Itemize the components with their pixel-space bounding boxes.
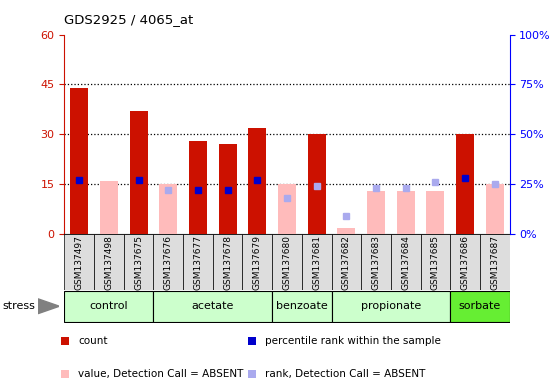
Text: GSM137686: GSM137686 bbox=[460, 235, 470, 290]
Text: GSM137687: GSM137687 bbox=[490, 235, 500, 290]
Bar bbox=[219, 144, 236, 234]
FancyBboxPatch shape bbox=[153, 291, 272, 322]
Bar bbox=[189, 141, 207, 234]
Text: rank, Detection Call = ABSENT: rank, Detection Call = ABSENT bbox=[265, 369, 426, 379]
Text: GSM137678: GSM137678 bbox=[223, 235, 232, 290]
Text: control: control bbox=[90, 301, 128, 311]
Text: propionate: propionate bbox=[361, 301, 421, 311]
FancyBboxPatch shape bbox=[94, 234, 124, 290]
FancyBboxPatch shape bbox=[332, 291, 450, 322]
Polygon shape bbox=[38, 299, 59, 314]
Text: GSM137498: GSM137498 bbox=[104, 235, 114, 290]
Bar bbox=[278, 184, 296, 234]
FancyBboxPatch shape bbox=[391, 234, 421, 290]
Bar bbox=[160, 184, 177, 234]
Text: count: count bbox=[78, 336, 108, 346]
FancyBboxPatch shape bbox=[64, 291, 153, 322]
Bar bbox=[456, 134, 474, 234]
FancyBboxPatch shape bbox=[213, 234, 242, 290]
Bar bbox=[249, 128, 266, 234]
FancyBboxPatch shape bbox=[64, 234, 94, 290]
Text: GSM137681: GSM137681 bbox=[312, 235, 321, 290]
FancyBboxPatch shape bbox=[302, 234, 332, 290]
Bar bbox=[397, 191, 414, 234]
Bar bbox=[100, 181, 118, 234]
Text: GSM137680: GSM137680 bbox=[282, 235, 292, 290]
Text: benzoate: benzoate bbox=[276, 301, 328, 311]
Text: percentile rank within the sample: percentile rank within the sample bbox=[265, 336, 441, 346]
Text: GSM137497: GSM137497 bbox=[74, 235, 84, 290]
Bar bbox=[308, 134, 325, 234]
Text: GSM137685: GSM137685 bbox=[431, 235, 440, 290]
FancyBboxPatch shape bbox=[153, 234, 183, 290]
FancyBboxPatch shape bbox=[242, 234, 272, 290]
Text: acetate: acetate bbox=[192, 301, 234, 311]
Text: GSM137683: GSM137683 bbox=[371, 235, 381, 290]
FancyBboxPatch shape bbox=[124, 234, 153, 290]
Text: GSM137682: GSM137682 bbox=[342, 235, 351, 290]
Bar bbox=[130, 111, 147, 234]
Bar bbox=[71, 88, 88, 234]
Text: sorbate: sorbate bbox=[459, 301, 501, 311]
Bar bbox=[338, 228, 355, 234]
FancyBboxPatch shape bbox=[272, 234, 302, 290]
FancyBboxPatch shape bbox=[361, 234, 391, 290]
Bar bbox=[367, 191, 385, 234]
Text: stress: stress bbox=[3, 301, 36, 311]
FancyBboxPatch shape bbox=[450, 234, 480, 290]
FancyBboxPatch shape bbox=[480, 234, 510, 290]
Text: GSM137684: GSM137684 bbox=[401, 235, 410, 290]
Text: value, Detection Call = ABSENT: value, Detection Call = ABSENT bbox=[78, 369, 244, 379]
Text: GSM137677: GSM137677 bbox=[193, 235, 203, 290]
Text: GSM137679: GSM137679 bbox=[253, 235, 262, 290]
Text: GDS2925 / 4065_at: GDS2925 / 4065_at bbox=[64, 13, 194, 26]
Text: GSM137676: GSM137676 bbox=[164, 235, 173, 290]
Text: GSM137675: GSM137675 bbox=[134, 235, 143, 290]
FancyBboxPatch shape bbox=[332, 234, 361, 290]
Bar bbox=[427, 191, 444, 234]
FancyBboxPatch shape bbox=[272, 291, 332, 322]
FancyBboxPatch shape bbox=[183, 234, 213, 290]
Bar bbox=[486, 184, 503, 234]
FancyBboxPatch shape bbox=[421, 234, 450, 290]
FancyBboxPatch shape bbox=[450, 291, 510, 322]
